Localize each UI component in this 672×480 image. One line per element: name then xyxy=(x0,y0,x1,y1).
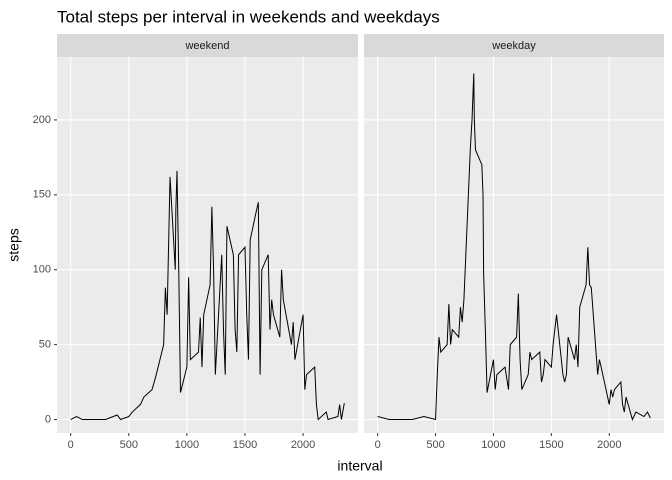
strip xyxy=(364,34,664,57)
data-line xyxy=(70,170,345,421)
x-tick-label: 500 xyxy=(120,439,138,451)
x-tick-label: 1000 xyxy=(481,439,505,451)
x-tick-label: 2000 xyxy=(597,439,621,451)
panel-background xyxy=(364,57,664,433)
y-tick-label: 200 xyxy=(33,114,51,126)
x-tick-label: 500 xyxy=(426,439,444,451)
y-tick-label: 0 xyxy=(45,413,51,425)
data-line xyxy=(377,73,651,421)
panel-background xyxy=(57,57,358,433)
chart-title: Total steps per interval in weekends and… xyxy=(57,7,440,26)
x-tick-label: 0 xyxy=(68,439,74,451)
y-tick-label: 150 xyxy=(33,189,51,201)
strip xyxy=(57,34,358,57)
x-tick-label: 0 xyxy=(375,439,381,451)
y-tick-label: 100 xyxy=(33,264,51,276)
x-tick-label: 1500 xyxy=(539,439,563,451)
x-tick-label: 1000 xyxy=(175,439,199,451)
x-tick-label: 1500 xyxy=(233,439,257,451)
y-tick-label: 50 xyxy=(39,339,51,351)
y-axis-title: steps xyxy=(6,228,22,261)
strip-label: weekday xyxy=(491,40,536,52)
x-tick-label: 2000 xyxy=(291,439,315,451)
x-axis-title: interval xyxy=(337,458,382,474)
strip-label: weekend xyxy=(184,40,229,52)
